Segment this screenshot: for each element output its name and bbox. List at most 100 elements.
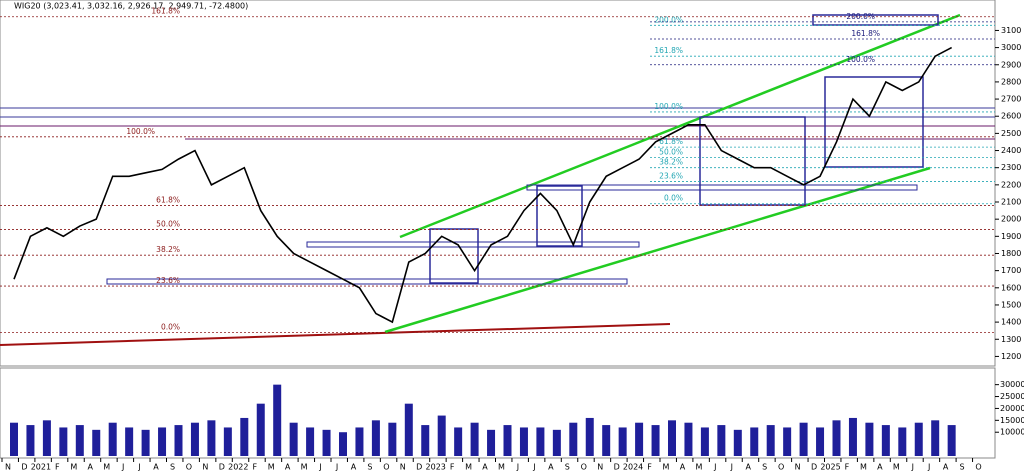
fib-label: 50.0% [156,219,180,228]
x-tick-label: O [383,463,389,472]
volume-bar [75,425,84,456]
volume-bar [750,427,759,456]
volume-bar [766,425,775,456]
volume-bar [602,425,611,456]
y-tick-label: 2500 [1001,129,1021,138]
x-tick-label: A [88,463,94,472]
volume-bar [552,429,561,456]
volume-tick-label: 25000 [1000,392,1024,401]
volume-bar [207,420,216,456]
volume-bar [914,422,923,456]
volume-bar [635,422,644,456]
x-tick-label: 2024 [623,463,643,472]
volume-bar [388,422,397,456]
volume-bar [783,427,792,456]
x-tick-label: J [121,463,124,472]
volume-bar [59,427,68,456]
x-tick-label: N [597,463,603,472]
volume-bar [454,427,463,456]
y-tick-label: 1800 [1001,249,1021,258]
volume-bar [92,429,101,456]
volume-bar [536,427,545,456]
fib-label: 61.8% [156,195,180,204]
x-tick-label: M [70,463,77,472]
x-tick-label: N [400,463,406,472]
x-tick-label: J [318,463,321,472]
x-tick-label: F [450,463,455,472]
y-tick-label: 2600 [1001,112,1021,121]
volume-bar [816,427,825,456]
y-tick-label: 2700 [1001,95,1021,104]
fib-label: 0.0% [161,322,180,331]
x-tick-label: A [285,463,291,472]
volume-bar [141,429,150,456]
volume-bar [339,432,347,456]
x-tick-label: F [252,463,257,472]
price-panel [0,0,996,367]
y-tick-label: 1500 [1001,300,1021,309]
volume-bar [947,425,956,456]
y-tick-label: 1200 [1001,352,1021,361]
volume-bar [108,422,117,456]
box [306,241,640,248]
fib-label: 61.8% [659,137,683,146]
volume-bar [355,427,364,456]
fib-label: 161.8% [151,7,180,16]
x-tick-label: J [137,463,140,472]
box [824,76,924,168]
x-tick-label: F [55,463,60,472]
volume-panel [0,367,996,459]
volume-bar [700,427,709,456]
x-tick-label: A [943,463,949,472]
x-tick-label: M [663,463,670,472]
box [699,116,806,206]
annotations [0,13,995,346]
x-tick-label: D [21,463,27,472]
x-tick-label: D [219,463,225,472]
y-tick-label: 2900 [1001,60,1021,69]
x-tick-label: O [186,463,192,472]
fib-label: 161.8% [851,29,880,38]
fib-label: 200.0% [654,15,683,24]
x-tick-label: S [367,463,372,472]
volume-bar [190,422,199,456]
volume-bar [569,422,578,456]
channel-line [384,166,931,334]
x-tick-label: A [877,463,883,472]
volume-bar [898,427,907,456]
x-tick-label: 2025 [820,463,840,472]
x-tick-label: F [647,463,652,472]
fib-label: 100.0% [126,127,155,136]
x-tick-label: N [795,463,801,472]
volume-bar [799,422,808,456]
volume-bar [437,415,446,456]
x-tick-label: N [5,463,11,472]
x-tick-label: M [465,463,472,472]
fib-label: 200.0% [846,12,875,21]
x-tick-label: N [202,463,208,472]
trend-line [0,323,671,346]
x-tick-label: J [335,463,338,472]
fib-label: 100.0% [846,55,875,64]
x-tick-label: A [680,463,686,472]
x-tick-label: S [960,463,965,472]
volume-tick-label: 15000 [1000,416,1024,425]
volume-bar [125,427,134,456]
volume-bar [421,425,430,456]
volume-bar [306,427,315,456]
chart-title: WIG20 (3,023.41, 3,032.16, 2,926.17, 2,9… [14,2,248,11]
volume-tick-label: 20000 [1000,404,1024,413]
volume-bar [404,403,413,456]
fib-label: 23.6% [659,171,683,180]
volume-tick-label: 10000 [1000,428,1024,437]
x-tick-label: S [170,463,175,472]
x-tick-label: 2022 [228,463,248,472]
x-tick-label: A [351,463,357,472]
x-tick-label: J [532,463,535,472]
volume-bar [865,422,874,456]
volume-tick-label: 30000 [1000,380,1024,389]
channel-line [399,13,961,239]
x-tick-label: M [301,463,308,472]
y-tick-label: 2200 [1001,180,1021,189]
fib-label: 161.8% [654,46,683,55]
